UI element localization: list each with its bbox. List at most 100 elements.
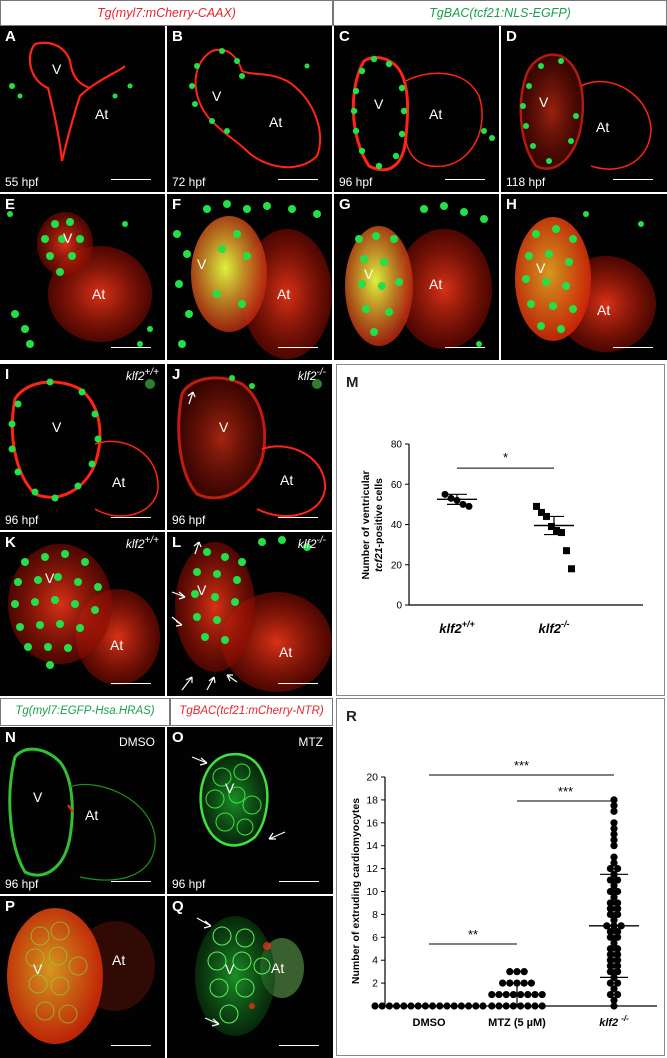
significance-label: * <box>503 450 508 465</box>
data-point <box>538 1002 546 1010</box>
ventricle-label: V <box>364 266 374 282</box>
ventricle-label: V <box>536 260 546 276</box>
header-bottom-left: Tg(myl7:EGFP-Hsa.HRAS) <box>0 698 170 726</box>
panel-letter: D <box>506 28 517 45</box>
atrium-label: At <box>271 960 285 976</box>
panel-l: L klf2-/- V At <box>167 532 332 696</box>
data-point <box>488 990 496 999</box>
data-point <box>553 527 560 535</box>
panel-letter: A <box>5 28 16 45</box>
y-tick-label: 6 <box>372 932 378 944</box>
y-tick-label: 8 <box>372 909 378 921</box>
data-point <box>531 1002 539 1010</box>
panel-g: G V At <box>334 194 499 360</box>
category-label: MTZ (5 µM) <box>488 1017 546 1029</box>
panel-letter: I <box>5 366 10 383</box>
atrium-label: At <box>112 952 126 968</box>
chart-m-frame: M 0 20 40 60 80 Number of ventricular tcf21-po… <box>336 364 665 696</box>
panel-letter: C <box>339 28 350 45</box>
atrium-label: At <box>92 286 106 302</box>
data-point <box>610 853 618 861</box>
y-tick-label: 20 <box>366 772 378 784</box>
panel-letter: E <box>5 196 16 213</box>
atrium-label: At <box>277 286 291 302</box>
data-point <box>614 962 622 970</box>
genotype-label: klf2+/+ <box>125 367 159 383</box>
data-point <box>563 547 570 555</box>
category-label: klf2+/+ <box>439 619 475 636</box>
micrograph-e <box>7 211 153 348</box>
atrium-label: At <box>110 637 124 653</box>
treatment-label: DMSO <box>119 735 155 749</box>
data-point <box>610 807 618 815</box>
scale-bar <box>111 178 151 180</box>
scale-bar <box>278 178 318 180</box>
data-point <box>614 968 622 976</box>
atrium-label: At <box>112 474 126 490</box>
y-tick-label: 80 <box>391 440 403 451</box>
data-point <box>568 565 575 573</box>
atrium-label: At <box>596 119 610 135</box>
data-point <box>614 933 622 941</box>
data-point <box>378 1002 386 1010</box>
data-point <box>606 968 614 976</box>
panel-letter: N <box>5 729 16 746</box>
data-point <box>513 968 521 976</box>
data-point <box>472 1002 480 1010</box>
ventricle-label: V <box>212 88 222 104</box>
category-label: DMSO <box>413 1017 446 1029</box>
data-point <box>610 830 618 838</box>
data-point <box>614 887 622 896</box>
panel-j: J klf2-/- V At 96 hpf <box>167 364 332 530</box>
data-point <box>614 979 622 987</box>
timepoint-label: 72 hpf <box>172 175 206 189</box>
micrograph-i <box>8 378 159 517</box>
data-point <box>614 910 622 918</box>
data-point <box>441 490 449 498</box>
data-point <box>610 985 618 993</box>
genotype-label: klf2-/- <box>297 535 326 551</box>
atrium-label: At <box>429 276 443 292</box>
data-point <box>538 990 546 999</box>
ventricle-label: V <box>197 256 207 272</box>
data-point <box>610 1002 618 1010</box>
panel-letter: Q <box>172 898 184 915</box>
ventricle-label: V <box>225 961 235 977</box>
chart-r: R 02468101214161820Number of extruding c… <box>346 708 657 1029</box>
chart-r-frame: R 02468101214161820Number of extruding c… <box>336 698 665 1056</box>
ventricle-label: V <box>52 419 62 435</box>
data-point <box>614 876 622 884</box>
data-point <box>465 502 473 510</box>
data-point <box>614 956 622 964</box>
data-point <box>520 968 528 976</box>
panel-letter: O <box>172 729 184 746</box>
header-top-left: Tg(myl7:mCherry-CAAX) <box>0 0 333 26</box>
data-point <box>606 933 614 941</box>
category-label: klf2 -/- <box>599 1014 629 1029</box>
data-point <box>610 796 618 804</box>
data-point <box>488 1002 496 1010</box>
panel-e: E V At <box>0 194 165 360</box>
panel-k: K klf2+/+ V At <box>0 532 165 696</box>
data-point <box>606 979 614 987</box>
y-tick-label: 4 <box>372 955 378 967</box>
panel-letter: H <box>506 196 517 213</box>
data-point <box>606 990 614 999</box>
data-point <box>614 927 622 936</box>
data-point <box>610 819 618 827</box>
micrograph-o <box>191 753 286 847</box>
micrograph-h <box>515 211 656 352</box>
header-bottom-right: TgBAC(tcf21:mCherry-NTR) <box>170 698 333 726</box>
micrograph-d <box>519 53 652 170</box>
genotype-label: klf2+/+ <box>125 535 159 551</box>
data-point <box>606 876 614 884</box>
data-point <box>499 979 507 987</box>
panel-n: N DMSO V At 96 hpf <box>0 727 165 894</box>
scale-bar <box>279 1044 319 1046</box>
data-point <box>606 962 614 970</box>
panel-h: H V At <box>501 194 667 360</box>
atrium-label: At <box>95 106 109 122</box>
micrograph-q <box>195 916 304 1036</box>
micrograph-b <box>189 48 322 169</box>
y-tick-label: 12 <box>366 863 378 875</box>
